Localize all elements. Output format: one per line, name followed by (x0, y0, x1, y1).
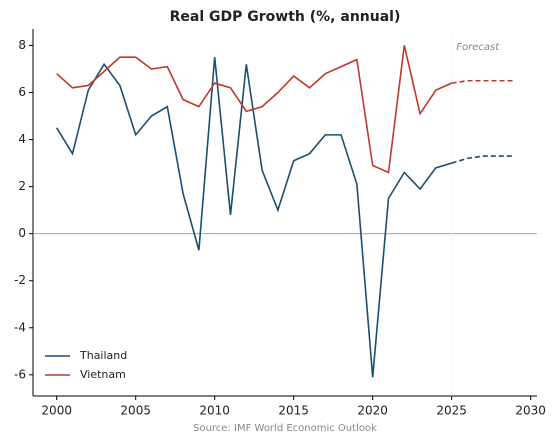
x-tick-label: 2010 (199, 404, 230, 418)
y-tick-label: 0 (18, 226, 26, 240)
x-tick-label: 2005 (120, 404, 151, 418)
x-tick-label: 2030 (515, 404, 546, 418)
y-tick-label: -2 (14, 273, 26, 287)
chart-title: Real GDP Growth (%, annual) (170, 9, 401, 25)
forecast-label: Forecast (456, 42, 500, 53)
forecast-line-series (451, 79, 515, 84)
y-tick-label: 6 (18, 85, 26, 99)
y-tick-label: -6 (14, 367, 26, 381)
y-tick-label: 2 (18, 179, 26, 193)
legend-label: Vietnam (80, 368, 126, 381)
line-series (56, 57, 452, 378)
x-tick-label: 2000 (41, 404, 72, 418)
source-note: Source: IMF World Economic Outlook (193, 423, 377, 434)
x-tick-label: 2015 (278, 404, 309, 418)
line-series (56, 45, 453, 174)
y-tick-label: -4 (14, 320, 26, 334)
x-tick-label: 2020 (357, 404, 388, 418)
x-tick-label: 2025 (436, 404, 467, 418)
forecast-line-series (451, 155, 515, 164)
y-tick-label: 8 (18, 38, 26, 52)
legend-label: Thailand (79, 349, 127, 362)
y-tick-label: 4 (18, 132, 26, 146)
